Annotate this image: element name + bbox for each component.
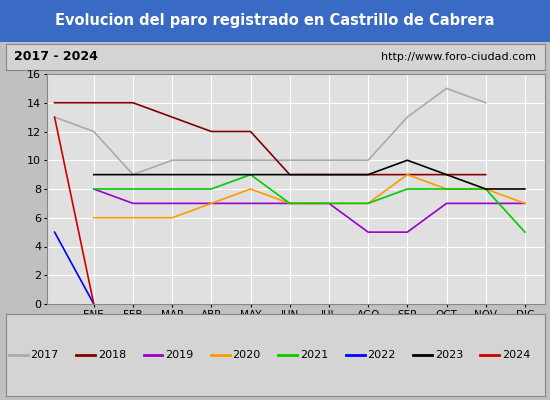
2018 bbox=[169, 115, 175, 120]
2018 bbox=[326, 172, 332, 177]
Text: 2022: 2022 bbox=[367, 350, 395, 360]
2018 bbox=[365, 172, 371, 177]
2017 bbox=[51, 115, 58, 120]
2020 bbox=[326, 201, 332, 206]
2017 bbox=[208, 158, 214, 163]
2021 bbox=[326, 201, 332, 206]
2023 bbox=[208, 172, 214, 177]
2023 bbox=[482, 186, 489, 192]
2017 bbox=[482, 100, 489, 105]
2020 bbox=[91, 215, 97, 220]
2019 bbox=[521, 201, 528, 206]
2023 bbox=[326, 172, 332, 177]
2023 bbox=[169, 172, 175, 177]
Text: 2023: 2023 bbox=[434, 350, 463, 360]
2019 bbox=[130, 201, 136, 206]
2023 bbox=[91, 172, 97, 177]
2018 bbox=[91, 100, 97, 105]
2018 bbox=[287, 172, 293, 177]
Text: 2017 - 2024: 2017 - 2024 bbox=[14, 50, 97, 64]
2019 bbox=[443, 201, 450, 206]
Text: 2021: 2021 bbox=[300, 350, 328, 360]
2023 bbox=[287, 172, 293, 177]
2019 bbox=[91, 186, 97, 192]
Line: 2021: 2021 bbox=[94, 175, 525, 232]
2017 bbox=[404, 115, 411, 120]
2020 bbox=[482, 186, 489, 192]
2020 bbox=[521, 201, 528, 206]
2020 bbox=[404, 172, 411, 177]
2020 bbox=[365, 201, 371, 206]
Line: 2018: 2018 bbox=[54, 103, 486, 175]
2021 bbox=[404, 186, 411, 192]
2019 bbox=[208, 201, 214, 206]
2018 bbox=[208, 129, 214, 134]
2018 bbox=[404, 172, 411, 177]
Line: 2022: 2022 bbox=[54, 232, 94, 304]
Line: 2023: 2023 bbox=[94, 160, 525, 189]
2018 bbox=[248, 129, 254, 134]
2020 bbox=[169, 215, 175, 220]
2019 bbox=[365, 230, 371, 234]
Text: Evolucion del paro registrado en Castrillo de Cabrera: Evolucion del paro registrado en Castril… bbox=[55, 14, 495, 28]
2017 bbox=[248, 158, 254, 163]
2023 bbox=[521, 186, 528, 192]
Text: 2024: 2024 bbox=[502, 350, 530, 360]
2021 bbox=[169, 186, 175, 192]
2020 bbox=[248, 186, 254, 192]
Line: 2019: 2019 bbox=[94, 189, 525, 232]
2017 bbox=[287, 158, 293, 163]
2019 bbox=[169, 201, 175, 206]
2019 bbox=[287, 201, 293, 206]
2020 bbox=[443, 186, 450, 192]
Line: 2017: 2017 bbox=[54, 88, 486, 175]
Text: http://www.foro-ciudad.com: http://www.foro-ciudad.com bbox=[381, 52, 536, 62]
2017 bbox=[130, 172, 136, 177]
2021 bbox=[443, 186, 450, 192]
2021 bbox=[91, 186, 97, 192]
2021 bbox=[521, 230, 528, 234]
2022 bbox=[51, 230, 58, 234]
Text: 2019: 2019 bbox=[165, 350, 194, 360]
2019 bbox=[404, 230, 411, 234]
2021 bbox=[287, 201, 293, 206]
2018 bbox=[443, 172, 450, 177]
2021 bbox=[208, 186, 214, 192]
2018 bbox=[51, 100, 58, 105]
2021 bbox=[482, 186, 489, 192]
2017 bbox=[91, 129, 97, 134]
2021 bbox=[130, 186, 136, 192]
2023 bbox=[404, 158, 411, 163]
2021 bbox=[248, 172, 254, 177]
2020 bbox=[208, 201, 214, 206]
Text: 2017: 2017 bbox=[30, 350, 59, 360]
Line: 2020: 2020 bbox=[94, 175, 525, 218]
2019 bbox=[482, 201, 489, 206]
2019 bbox=[326, 201, 332, 206]
Text: 2020: 2020 bbox=[233, 350, 261, 360]
2018 bbox=[130, 100, 136, 105]
2020 bbox=[130, 215, 136, 220]
2017 bbox=[326, 158, 332, 163]
2017 bbox=[169, 158, 175, 163]
2022 bbox=[91, 302, 97, 306]
2023 bbox=[365, 172, 371, 177]
2023 bbox=[248, 172, 254, 177]
2019 bbox=[248, 201, 254, 206]
2017 bbox=[365, 158, 371, 163]
2021 bbox=[365, 201, 371, 206]
Text: 2018: 2018 bbox=[98, 350, 126, 360]
2023 bbox=[130, 172, 136, 177]
2020 bbox=[287, 201, 293, 206]
2017 bbox=[443, 86, 450, 91]
2023 bbox=[443, 172, 450, 177]
2018 bbox=[482, 172, 489, 177]
